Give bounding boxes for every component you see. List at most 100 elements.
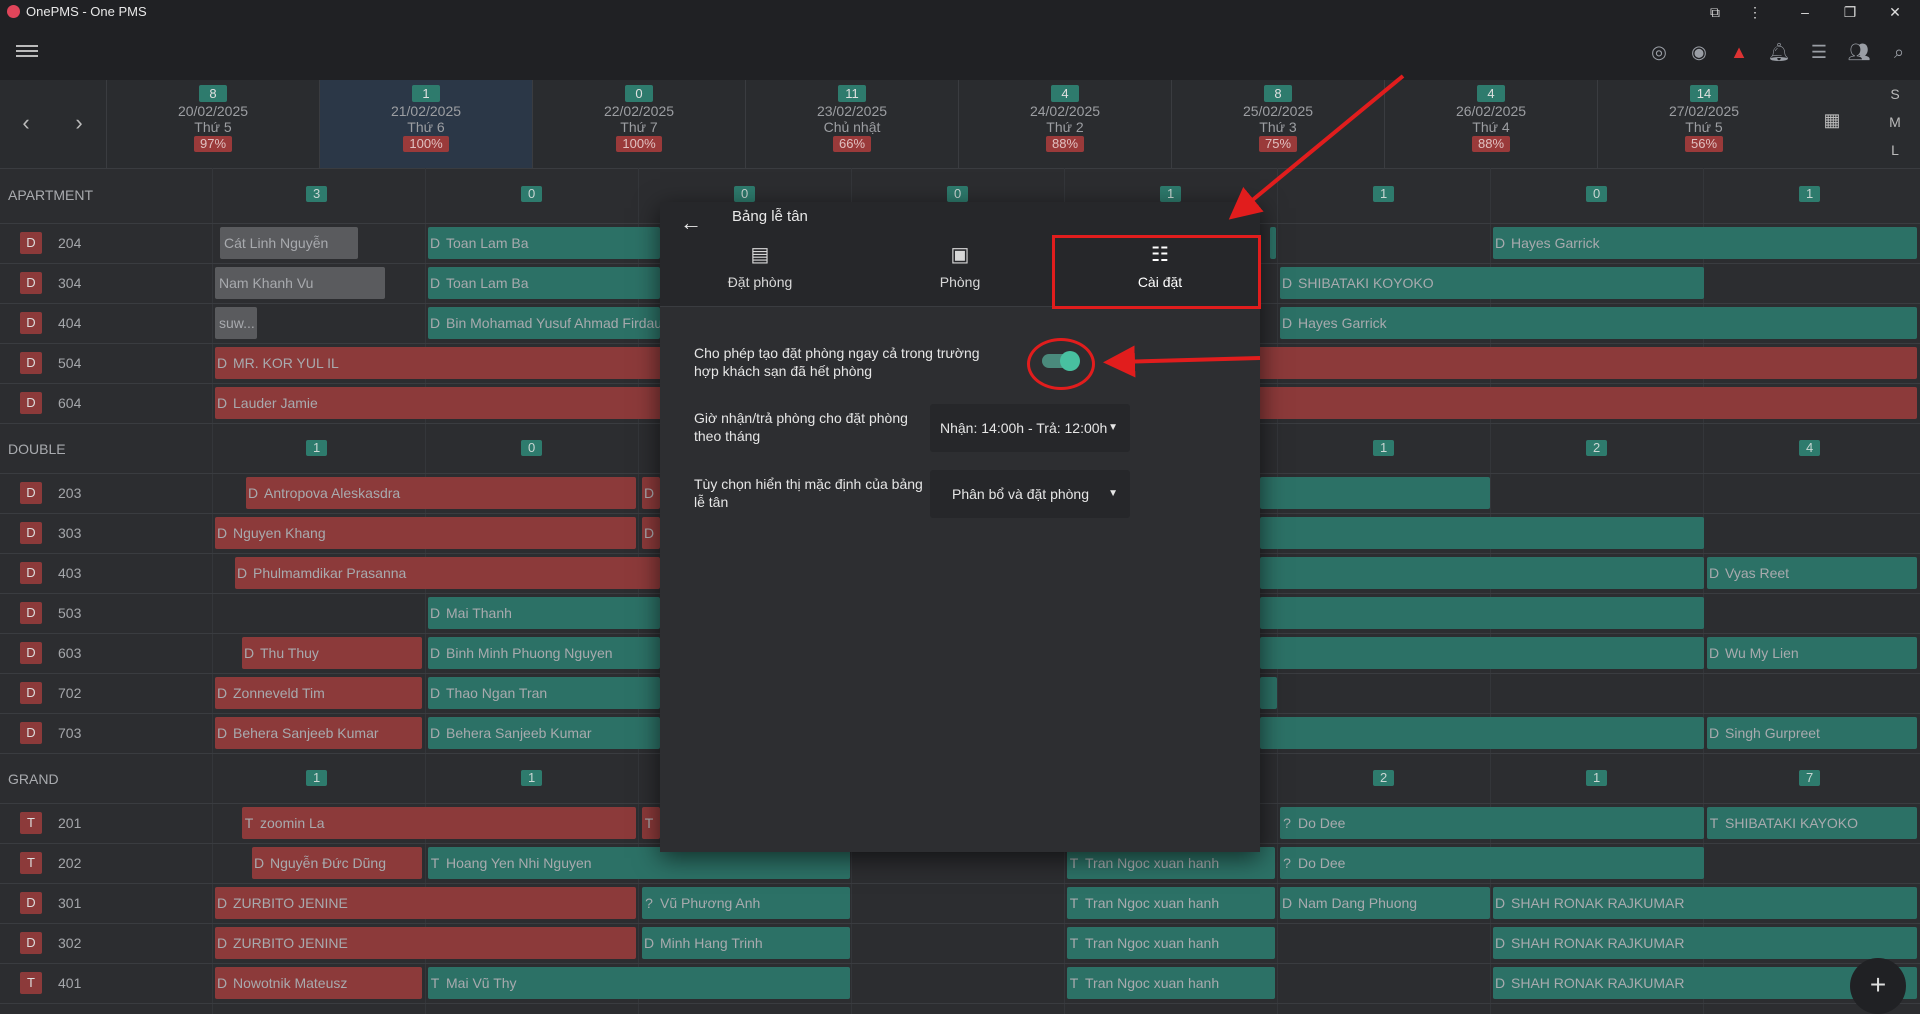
calendar-icon[interactable]: ▦ <box>1823 110 1841 130</box>
weekday-label: Thứ 2 <box>1046 119 1084 135</box>
booking-bar[interactable]: D Minh Hang Trinh <box>642 927 850 959</box>
booking-bar[interactable] <box>1270 227 1276 259</box>
booking-bar[interactable]: D Singh Gurpreet <box>1707 717 1917 749</box>
back-arrow-icon[interactable]: ← <box>680 210 702 235</box>
date-column[interactable]: 4 24/02/2025 Thứ 2 88% <box>958 80 1171 168</box>
booking-bar[interactable]: D ZURBITO JENINE <box>215 927 636 959</box>
room-row: D 301 D ZURBITO JENINE ? Vũ Phương Anh T Tr… <box>0 883 1920 924</box>
booking-bar[interactable]: D SHAH RONAK RAJKUMAR <box>1493 927 1917 959</box>
booking-bar[interactable]: T <box>642 807 660 839</box>
fingerprint-icon[interactable]: ◎ <box>1651 42 1667 62</box>
booking-bar[interactable]: D Behera Sanjeeb Kumar <box>428 717 660 749</box>
booking-bar[interactable]: D Nguyen Khang <box>215 517 636 549</box>
booking-bar[interactable]: D <box>642 477 660 509</box>
size-option-l[interactable]: L <box>1891 142 1899 158</box>
booking-bar[interactable]: D Toan Lam Ba <box>428 227 660 259</box>
booking-bar[interactable]: T Tran Ngoc xuan hanh <box>1067 847 1275 879</box>
booking-bar[interactable]: D <box>642 517 660 549</box>
more-vert-icon[interactable]: ⋮ <box>1748 4 1762 20</box>
minimize-button[interactable]: – <box>1801 4 1809 20</box>
booking-bar[interactable] <box>1260 477 1490 509</box>
tab-settings[interactable]: ☷ Cài đặt <box>1060 242 1260 302</box>
booking-bar[interactable]: D Bin Mohamad Yusuf Ahmad Firdaus <box>428 307 660 339</box>
booking-bar[interactable]: D Hayes Garrick <box>1280 307 1917 339</box>
group-count-badge: 3 <box>306 186 328 202</box>
booking-bar[interactable]: T Hoang Yen Nhi Nguyen <box>428 847 850 879</box>
booking-bar[interactable]: D Nowotnik Mateusz <box>215 967 422 999</box>
size-option-m[interactable]: M <box>1889 114 1901 130</box>
booking-bar[interactable] <box>1260 677 1277 709</box>
tab-room[interactable]: ▣ Phòng <box>860 242 1060 302</box>
booking-bar[interactable]: T Tran Ngoc xuan hanh <box>1067 967 1275 999</box>
room-type-badge: D <box>20 642 42 664</box>
occupancy-badge: 66% <box>832 136 872 152</box>
date-column[interactable]: 0 22/02/2025 Thứ 7 100% <box>532 80 745 168</box>
date-column[interactable]: 1 21/02/2025 Thứ 6 100% <box>319 80 532 168</box>
size-option-s[interactable]: S <box>1890 86 1900 102</box>
booking-bar[interactable]: T Tran Ngoc xuan hanh <box>1067 927 1275 959</box>
booking-bar[interactable]: D SHAH RONAK RAJKUMAR <box>1493 887 1917 919</box>
booking-bar[interactable]: D Hayes Garrick <box>1493 227 1917 259</box>
add-fab-button[interactable]: + <box>1850 958 1906 1014</box>
booking-bar[interactable]: Nam Khanh Vu <box>215 267 385 299</box>
prev-arrow-icon[interactable]: ‹ <box>22 110 30 135</box>
booking-bar[interactable] <box>1260 637 1704 669</box>
booking-bar[interactable] <box>1260 717 1704 749</box>
monthly-checkin-select[interactable]: Nhận: 14:00h - Trả: 12:00h ▼ <box>930 404 1130 452</box>
booking-bar[interactable]: D Behera Sanjeeb Kumar <box>215 717 422 749</box>
restore-button[interactable]: ❐ <box>1843 4 1857 20</box>
hamburger-menu-icon[interactable] <box>16 42 38 62</box>
booking-bar[interactable]: ? Do Dee <box>1280 847 1704 879</box>
booking-bar[interactable] <box>1260 557 1704 589</box>
booking-bar[interactable] <box>1260 517 1704 549</box>
booking-bar[interactable]: D Thu Thuy <box>242 637 422 669</box>
booking-bar[interactable]: D Wu My Lien <box>1707 637 1917 669</box>
extension-icon[interactable]: ⧉ <box>1710 4 1720 20</box>
booking-bar[interactable]: ? Do Dee <box>1280 807 1704 839</box>
booking-bar[interactable]: D Thao Ngan Tran <box>428 677 660 709</box>
app-logo-icon <box>7 5 20 18</box>
booking-bar[interactable]: D Mai Thanh <box>428 597 660 629</box>
search-icon[interactable]: ⌕ <box>1893 42 1905 62</box>
booking-bar[interactable]: D Nguyễn Đức Dũng <box>252 847 422 879</box>
notification-bell-icon[interactable]: 🔔︎ <box>1767 42 1791 62</box>
eye-icon[interactable]: ◉ <box>1691 42 1707 62</box>
group-count-badge: 4 <box>1799 440 1821 456</box>
date-column[interactable]: 8 20/02/2025 Thứ 5 97% <box>106 80 319 168</box>
group-count-badge: 0 <box>734 186 756 202</box>
date-column[interactable]: 8 25/02/2025 Thứ 3 75% <box>1171 80 1384 168</box>
warning-icon[interactable]: ▲ <box>1730 42 1748 62</box>
booking-bar[interactable]: D ZURBITO JENINE <box>215 887 636 919</box>
booking-bar[interactable]: D Vyas Reet <box>1707 557 1917 589</box>
booking-bar[interactable]: D Antropova Aleskasdra <box>246 477 636 509</box>
booking-bar[interactable] <box>1260 597 1704 629</box>
tab-booking[interactable]: ▤ Đặt phòng <box>660 242 860 302</box>
annotation-highlight-box <box>1052 235 1261 309</box>
booking-bar[interactable]: D SHIBATAKI KOYOKO <box>1280 267 1704 299</box>
booking-bar[interactable]: T SHIBATAKI KAYOKO <box>1707 807 1917 839</box>
booking-bar[interactable]: D SHAH RONAK RAJKUMAR <box>1493 967 1917 999</box>
booking-bar[interactable]: T Tran Ngoc xuan hanh <box>1067 887 1275 919</box>
booking-bar[interactable]: T Mai Vũ Thy <box>428 967 850 999</box>
booking-bar[interactable]: ? Vũ Phương Anh <box>642 887 850 919</box>
app-toolbar: ◎ ◉ ▲ 🔔︎ ☰ 👥︎ ⌕ <box>0 24 1920 80</box>
booking-bar[interactable]: suw... <box>215 307 257 339</box>
default-display-select[interactable]: Phân bổ và đặt phòng ▼ <box>930 470 1130 518</box>
list-view-icon[interactable]: ☰ <box>1810 42 1828 62</box>
date-column[interactable]: 11 23/02/2025 Chủ nhật 66% <box>745 80 958 168</box>
add-user-icon[interactable]: 👥︎ <box>1847 42 1871 62</box>
room-number: 404 <box>58 315 82 331</box>
date-column[interactable]: 4 26/02/2025 Thứ 4 88% <box>1384 80 1597 168</box>
date-column[interactable]: 14 27/02/2025 Thứ 5 56% <box>1597 80 1810 168</box>
close-button[interactable]: ✕ <box>1889 4 1901 20</box>
booking-bar[interactable]: D Zonneveld Tim <box>215 677 422 709</box>
group-count-badge: 0 <box>521 186 543 202</box>
booking-bar[interactable]: D Binh Minh Phuong Nguyen <box>428 637 660 669</box>
next-arrow-icon[interactable]: › <box>75 110 83 135</box>
booking-bar[interactable]: D Nam Dang Phuong <box>1280 887 1490 919</box>
booking-bar[interactable]: D Phulmamdikar Prasanna <box>235 557 660 589</box>
booking-bar[interactable]: D Toan Lam Ba <box>428 267 660 299</box>
booking-bar[interactable]: Cát Linh Nguyễn <box>220 227 358 259</box>
